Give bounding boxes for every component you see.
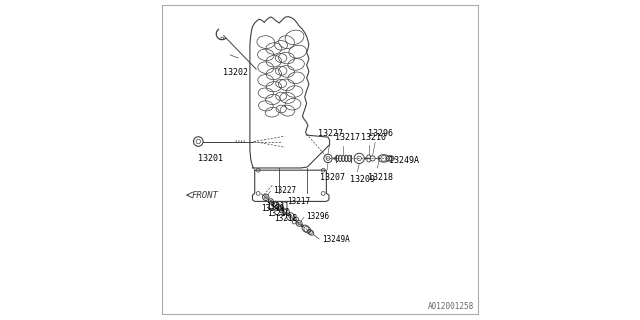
Text: 13249A: 13249A	[390, 156, 419, 164]
Text: 13217: 13217	[287, 196, 310, 206]
Text: FRONT: FRONT	[192, 190, 219, 200]
Text: 13218: 13218	[368, 173, 393, 182]
Circle shape	[301, 225, 303, 227]
Text: 13209: 13209	[261, 204, 284, 213]
Circle shape	[365, 157, 367, 159]
Text: 13217: 13217	[335, 132, 360, 141]
Text: 13210: 13210	[267, 209, 290, 218]
Text: 13218: 13218	[274, 214, 297, 223]
Text: 13201: 13201	[198, 154, 223, 163]
Text: 13210: 13210	[361, 132, 386, 141]
Circle shape	[333, 157, 335, 159]
Text: 13209: 13209	[350, 175, 375, 184]
Text: 13202: 13202	[223, 68, 248, 77]
Circle shape	[293, 218, 295, 220]
Text: 13249A: 13249A	[323, 235, 350, 244]
Text: 13227: 13227	[273, 186, 296, 195]
Text: A012001258: A012001258	[428, 302, 474, 311]
Text: 13211: 13211	[266, 202, 289, 211]
Circle shape	[378, 157, 380, 159]
Text: 13296: 13296	[369, 129, 394, 138]
Text: 13227: 13227	[319, 129, 344, 138]
Text: 13296: 13296	[307, 212, 330, 221]
Text: 13207: 13207	[320, 173, 345, 182]
Circle shape	[270, 200, 272, 202]
